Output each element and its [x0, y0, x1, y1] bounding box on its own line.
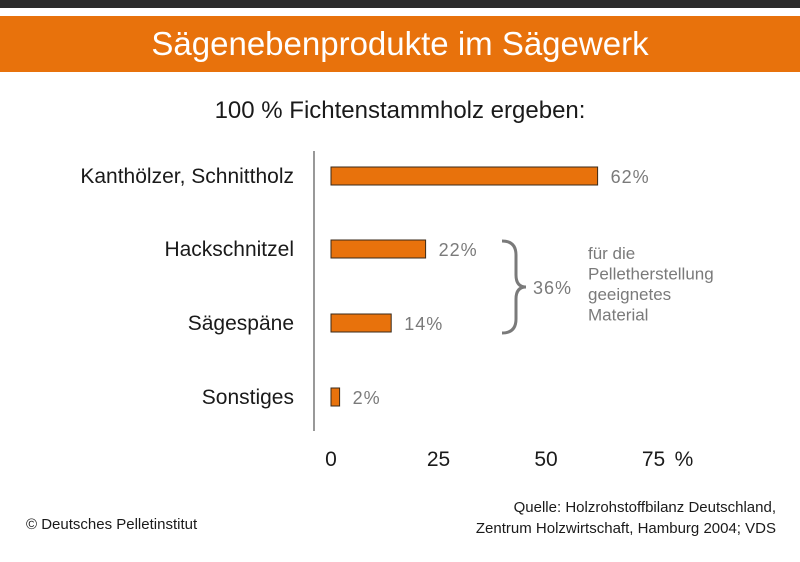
x-tick-label: 50 [534, 448, 557, 471]
note-line: geeignetes [588, 285, 671, 304]
x-tick-label: 75 [642, 448, 665, 471]
curly-bracket [501, 239, 527, 335]
x-tick-labels: % 0 25 50 75 [325, 448, 693, 471]
source-text: Quelle: Holzrohstoffbilanz Deutschland, … [476, 497, 776, 539]
source-line: Zentrum Holzwirtschaft, Hamburg 2004; VD… [475, 520, 776, 537]
bar-3 [330, 313, 392, 333]
category-label: Kanthölzer, Schnittholz [80, 165, 294, 188]
bar-chart: Kanthölzer, Schnittholz Hackschnitzel Säge… [80, 151, 714, 471]
value-label: 2% [353, 388, 381, 408]
x-unit-label: % [675, 448, 694, 471]
category-label: Hackschnitzel [164, 238, 294, 261]
value-label: 14% [404, 314, 443, 334]
category-labels: Kanthölzer, Schnittholz Hackschnitzel Säge… [80, 165, 294, 409]
chart-subtitle: 100 % Fichtenstammholz ergeben: [214, 97, 586, 124]
bar-1 [330, 166, 599, 186]
copyright-text: © Deutsches Pelletinstitut [26, 516, 198, 533]
value-label: 62% [611, 167, 650, 187]
note-line: Material [588, 306, 648, 325]
category-label: Sonstiges [202, 386, 294, 409]
bar-4 [330, 387, 341, 407]
bar-2 [330, 239, 427, 259]
chart-title: Sägenebenprodukte im Sägewerk [0, 16, 800, 72]
source-line: Quelle: Holzrohstoffbilanz Deutschland, [513, 499, 776, 516]
x-tick-label: 25 [427, 448, 450, 471]
value-labels: 62% 22% 14% 2% [353, 167, 650, 408]
category-label: Sägespäne [188, 312, 294, 335]
note-line: für die [588, 244, 635, 263]
bars-group [330, 166, 599, 407]
note-line: Pelletherstellung [588, 265, 714, 284]
value-label: 22% [439, 240, 478, 260]
x-tick-label: 0 [325, 448, 337, 471]
bracket-sum-label: 36% [533, 278, 572, 298]
